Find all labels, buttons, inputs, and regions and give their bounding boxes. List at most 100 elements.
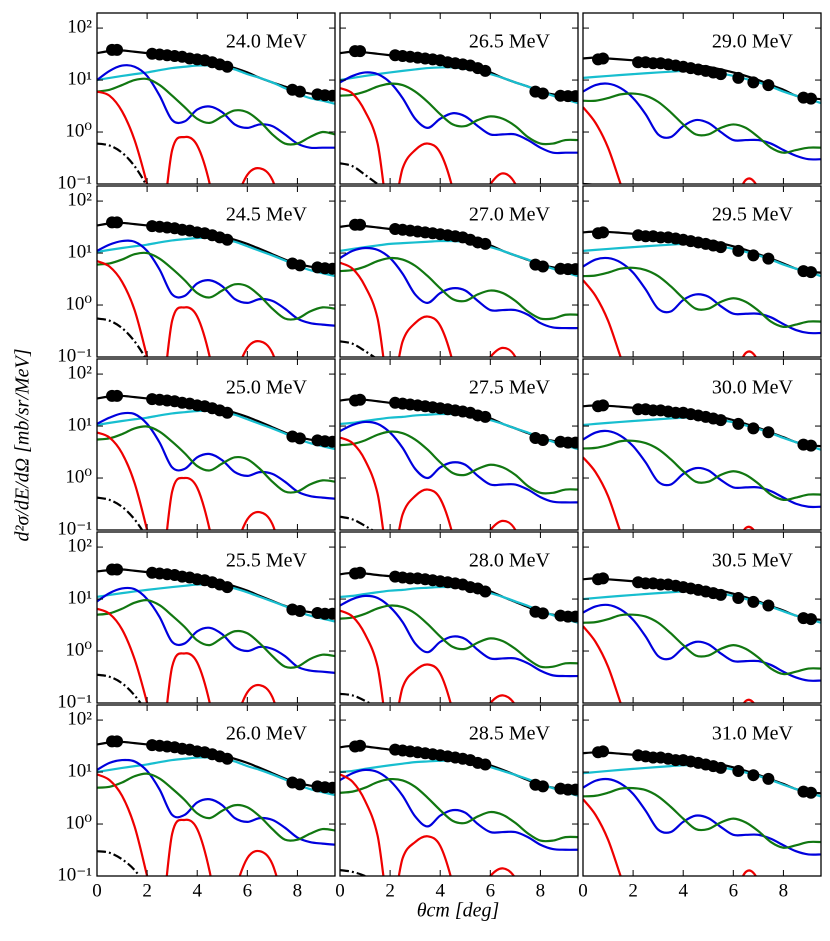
x-tick-label: 8 <box>536 880 546 901</box>
data-point <box>597 745 610 758</box>
curve <box>340 609 516 703</box>
data-point <box>732 591 745 604</box>
x-tick-label: 6 <box>729 880 739 901</box>
frame <box>582 185 822 358</box>
curve <box>583 256 821 335</box>
curve <box>583 625 756 703</box>
data-point <box>569 263 578 276</box>
y-tick-label: 10⁻¹ <box>57 172 92 193</box>
y-tick-label: 10⁻¹ <box>57 864 92 885</box>
curve <box>583 613 821 676</box>
y-tick-label: 10² <box>67 16 92 37</box>
data-point <box>293 778 306 791</box>
curve <box>583 764 821 798</box>
curve <box>340 71 578 155</box>
panel-title: 29.0 MeV <box>712 31 794 53</box>
data-point <box>747 595 760 608</box>
curve <box>97 425 335 494</box>
curve <box>583 786 821 849</box>
panel: 29.5 MeV <box>582 185 822 358</box>
curve <box>97 607 276 703</box>
curve <box>97 586 335 674</box>
panel: 0 2 4 6 8 10⁻¹ 10⁰ 10¹ 10² 26.0 MeV <box>57 704 336 901</box>
x-tick-label: 2 <box>385 880 395 901</box>
data-point <box>762 252 775 265</box>
data-point <box>111 216 124 229</box>
plot-area <box>583 226 821 357</box>
data-point <box>293 85 306 98</box>
plot-area <box>583 399 821 530</box>
curve <box>97 599 335 669</box>
data-point <box>804 613 817 626</box>
data-point <box>111 389 124 402</box>
curve <box>340 594 578 678</box>
data-point <box>732 244 745 257</box>
data-point <box>804 439 817 452</box>
curve <box>97 772 335 842</box>
curve <box>583 777 821 856</box>
frame <box>582 358 822 531</box>
panel: 29.0 MeV <box>582 12 822 185</box>
y-tick-label: 10⁰ <box>65 466 92 487</box>
y-tick-label: 10⁻¹ <box>57 518 92 539</box>
curve <box>340 246 578 330</box>
curve <box>97 411 335 500</box>
data-point <box>762 426 775 439</box>
data-point <box>569 610 578 623</box>
curve <box>583 439 821 502</box>
y-tick-label: 10⁰ <box>65 293 92 314</box>
curve <box>340 340 377 357</box>
plot-area <box>583 572 821 703</box>
data-point <box>732 764 745 777</box>
curve <box>340 256 578 321</box>
curve <box>340 82 578 146</box>
frame <box>582 12 822 185</box>
curve <box>583 82 821 161</box>
data-point <box>762 772 775 785</box>
data-point <box>762 79 775 92</box>
x-tick-label: 2 <box>142 880 152 901</box>
plot-area <box>583 52 821 184</box>
panel: 30.5 MeV <box>582 531 822 704</box>
data-point <box>597 226 610 239</box>
curve <box>97 64 335 105</box>
panel: 0 2 4 6 8 31.0 MeV <box>578 704 822 901</box>
panel: 10⁻¹ 10⁰ 10¹ 10² 25.5 MeV <box>57 531 336 712</box>
curve <box>340 604 578 669</box>
data-point <box>747 249 760 262</box>
curve <box>583 603 821 682</box>
curve <box>340 430 578 495</box>
panel-title: 29.5 MeV <box>712 204 794 226</box>
panel: 26.5 MeV <box>339 12 579 185</box>
curve <box>97 850 141 876</box>
y-tick-label: 10⁰ <box>65 812 92 833</box>
frame <box>339 12 579 185</box>
plot-area <box>583 745 821 876</box>
panel-title: 31.0 MeV <box>712 723 794 745</box>
data-point <box>536 87 549 100</box>
data-point <box>569 783 578 796</box>
panel: 10⁻¹ 10⁰ 10¹ 10² 24.5 MeV <box>57 185 336 366</box>
data-point <box>354 45 367 58</box>
frame <box>96 704 336 877</box>
data-point <box>747 422 760 435</box>
y-tick-label: 10¹ <box>67 68 92 89</box>
data-point <box>732 71 745 84</box>
panel: 27.5 MeV <box>339 358 579 531</box>
data-point <box>804 786 817 799</box>
x-tick-label: 0 <box>578 880 588 901</box>
plot-area <box>340 218 578 357</box>
data-point <box>326 781 335 794</box>
panel-title: 27.5 MeV <box>469 377 551 399</box>
curve <box>340 261 517 357</box>
curve <box>340 420 578 504</box>
data-point <box>354 566 367 579</box>
panel-title: 28.0 MeV <box>469 550 551 572</box>
plot-area <box>340 566 578 703</box>
data-point <box>111 43 124 56</box>
panel: 0 2 4 6 8 28.5 MeV <box>335 704 579 901</box>
frame <box>339 185 579 358</box>
y-tick-label: 10⁰ <box>65 120 92 141</box>
data-point <box>747 76 760 89</box>
y-tick-label: 10¹ <box>67 241 92 262</box>
